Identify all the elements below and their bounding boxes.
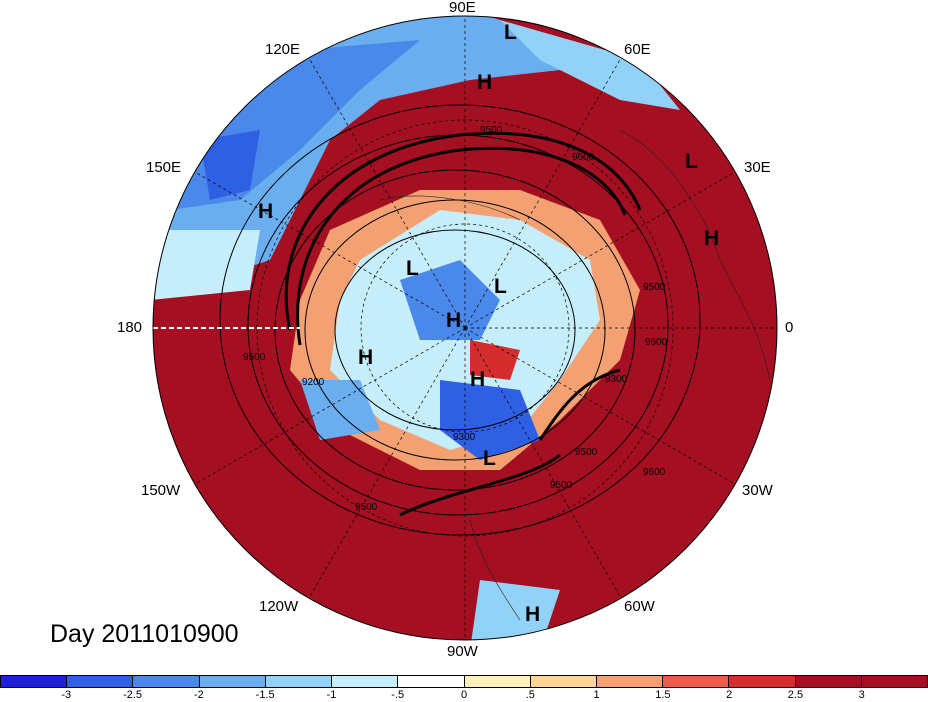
low-pressure-center: L [685,150,698,173]
low-pressure-center: L [504,21,517,44]
lon-label-120e: 120E [265,41,301,58]
high-pressure-center: H [525,603,541,626]
high-pressure-center: H [358,346,374,369]
lon-label-30w: 30W [742,482,773,499]
contour-label-group: 9500 9600 9500 9200 9500 9300 9500 9600 … [243,125,668,513]
coastlines [379,129,771,621]
alaska-cold-core [300,380,380,440]
colorbar-swatch [464,676,531,687]
lon-label-60e: 60E [624,41,651,58]
strong-cold-core [200,130,260,200]
colorbar-tick-label: 3 [858,689,865,701]
colorbar-tick-label: 1.5 [655,689,671,701]
colorbar-swatch [332,676,399,687]
near-zero-region [153,230,260,300]
colorbar-swatch [729,676,796,687]
colorbar-swatch [530,676,597,687]
colorbar-swatch [1,676,68,687]
colorbar-swatch [663,676,730,687]
colorbar-tick-label: .5 [525,689,535,701]
colorbar-swatch [133,676,200,687]
colorbar-tick-label: 1 [593,689,600,701]
colorbar-tick-label: -1 [326,689,337,701]
colorbar-swatch [861,676,928,687]
colorbar-swatch [67,676,134,687]
contour-label: 9600 [643,467,666,478]
colorbar-swatch [199,676,266,687]
colorbar-swatch [795,676,862,687]
colorbar-tick-label: -2.5 [123,689,143,701]
polar-cold-core [400,260,500,340]
low-pressure-center: L [483,447,496,470]
colorbar-tick-label: -2 [193,689,204,701]
colorbar-tick-label: 2.5 [787,689,804,701]
lon-label-30e: 30E [744,159,771,176]
colorbar-tick-label: -.5 [391,689,405,701]
colorbar-tick-label: 2 [726,689,733,701]
lon-label-60w: 60W [624,598,655,615]
contour-label: 9500 [243,352,266,363]
height-contours [219,104,701,536]
lon-label-150w: 150W [141,482,181,499]
colorbar-tick-label: -1.5 [255,689,275,701]
meridians [194,16,777,640]
date-title: Day 2011010900 [50,620,239,648]
lon-label-180: 180 [117,319,143,336]
contour-label: 9600 [572,152,595,163]
lon-label-0: 0 [785,319,794,336]
colorbar [0,675,928,688]
low-pressure-center: L [494,275,507,298]
high-pressure-center: H [477,71,493,94]
map-border [152,15,778,641]
lon-label-150e: 150E [146,159,182,176]
high-pressure-center: H [704,227,720,250]
contour-label: 9200 [302,377,325,388]
jet-stream-contours [284,131,642,517]
lon-label-90e: 90E [449,0,476,16]
contour-label: 9300 [605,374,628,385]
colorbar-tick-label: 0 [460,689,468,701]
warm-pocket [470,340,520,380]
high-pressure-center: H [258,200,274,223]
colorbar-swatch [398,676,465,687]
lon-label-90w: 90W [447,643,478,660]
contour-label: 9500 [643,282,666,293]
high-pressure-center: H [446,309,462,332]
contour-label: 9500 [575,447,598,458]
low-pressure-center: L [406,257,419,280]
contour-label: 9600 [645,337,668,348]
contour-label: 9500 [550,480,573,491]
contour-label: 9500 [480,125,503,136]
contour-label: 9500 [355,502,378,513]
lon-label-120w: 120W [259,598,299,615]
cold-region-north [500,20,680,110]
colorbar-swatch [265,676,333,687]
high-pressure-center: H [470,368,486,391]
colorbar-swatch [596,676,664,687]
colorbar-tick-label: -3 [61,689,72,701]
contour-label: 9300 [453,432,476,443]
